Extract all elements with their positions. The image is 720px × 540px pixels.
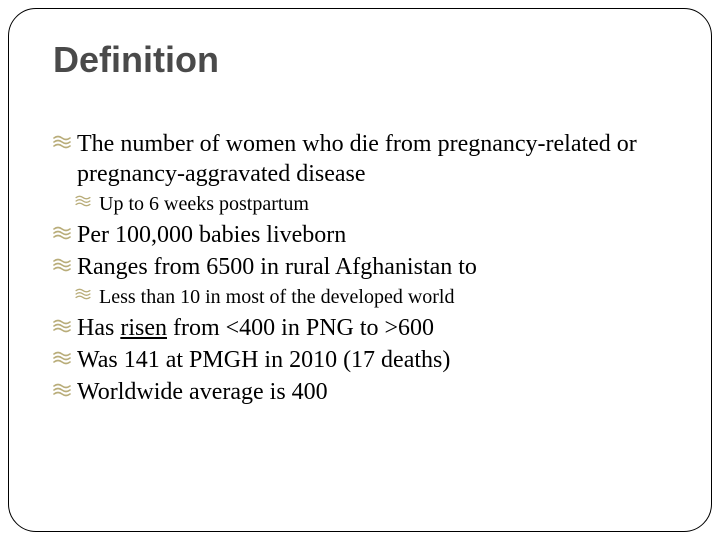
bullet-text: Was 141 at PMGH in 2010 (17 deaths) [77,347,450,373]
bullet-icon [75,288,91,300]
bullet-icon [53,135,71,149]
list-item: Has risen from <400 in PNG to >600 [53,313,667,343]
list-item: Was 141 at PMGH in 2010 (17 deaths) [53,345,667,375]
bullet-text: The number of women who die from pregnan… [77,131,637,187]
bullet-icon [53,226,71,240]
bullet-text: Less than 10 in most of the developed wo… [99,286,455,308]
bullet-text-post: from <400 in PNG to >600 [167,315,434,341]
slide-frame: Definition The number of women who die f… [8,8,712,532]
list-item: Worldwide average is 400 [53,377,667,407]
list-item: Per 100,000 babies liveborn [53,220,667,250]
list-item: Up to 6 weeks postpartum [75,191,667,218]
list-item: The number of women who die from pregnan… [53,129,667,189]
bullet-text-underlined: risen [120,315,167,341]
bullet-icon [53,258,71,272]
bullet-text: Per 100,000 babies liveborn [77,222,346,248]
bullet-icon [53,351,71,365]
bullet-text: Up to 6 weeks postpartum [99,193,309,215]
slide-title: Definition [53,39,667,81]
list-item: Less than 10 in most of the developed wo… [75,284,667,311]
bullet-icon [53,383,71,397]
list-item: Ranges from 6500 in rural Afghanistan to [53,252,667,282]
bullet-text-pre: Has [77,315,120,341]
bullet-text: Ranges from 6500 in rural Afghanistan to [77,254,477,280]
bullet-list: The number of women who die from pregnan… [53,129,667,407]
bullet-icon [53,319,71,333]
bullet-text: Worldwide average is 400 [77,379,328,405]
bullet-icon [75,195,91,207]
